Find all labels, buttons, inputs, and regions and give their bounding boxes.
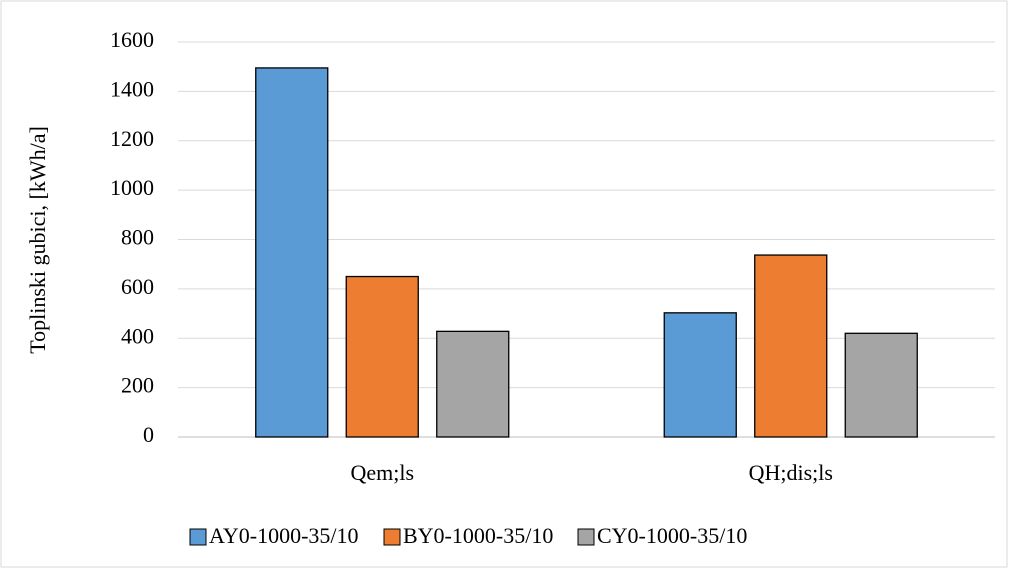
legend-label: CY0-1000-35/10: [597, 523, 747, 548]
y-tick-label: 1400: [110, 76, 154, 101]
bar: [255, 67, 329, 438]
bar: [345, 275, 419, 438]
y-tick-label: 1200: [110, 126, 154, 151]
y-tick-label: 200: [121, 373, 154, 398]
x-tick-label: Qem;ls: [350, 460, 414, 485]
legend-swatch: [383, 528, 401, 546]
y-tick-label: 0: [143, 422, 154, 447]
bar: [663, 312, 737, 438]
legend-label: BY0-1000-35/10: [403, 523, 553, 548]
bar: [754, 254, 828, 438]
y-tick-label: 1000: [110, 175, 154, 200]
y-tick-label: 600: [121, 274, 154, 299]
bar: [844, 332, 918, 438]
y-tick-label: 800: [121, 225, 154, 250]
x-tick-label: QH;dis;ls: [749, 460, 833, 485]
legend-label: AY0-1000-35/10: [209, 523, 359, 548]
legend-swatch: [189, 528, 207, 546]
legend-swatch: [577, 528, 595, 546]
y-tick-label: 400: [121, 323, 154, 348]
y-axis-label: Toplinski gubici, [kWh/a]: [25, 126, 50, 354]
y-tick-label: 1600: [110, 27, 154, 52]
bar: [436, 330, 510, 438]
